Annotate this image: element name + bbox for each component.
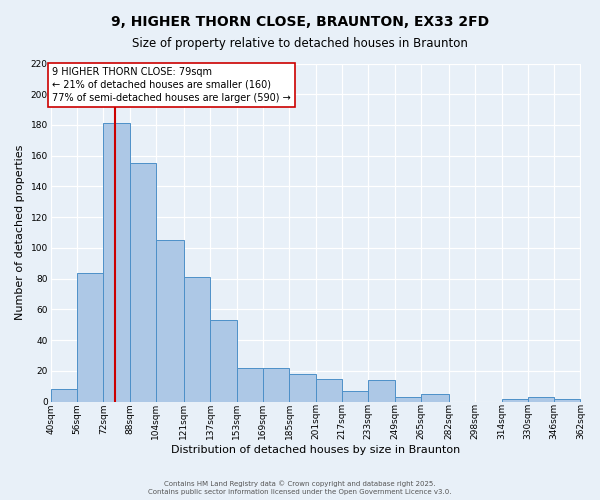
Bar	[342, 391, 368, 402]
Bar	[50, 390, 77, 402]
Bar	[130, 164, 156, 402]
Bar	[554, 398, 580, 402]
Bar	[395, 397, 421, 402]
Bar	[156, 240, 184, 402]
Bar	[77, 272, 103, 402]
Bar	[528, 397, 554, 402]
Text: Size of property relative to detached houses in Braunton: Size of property relative to detached ho…	[132, 38, 468, 51]
Bar	[210, 320, 236, 402]
Y-axis label: Number of detached properties: Number of detached properties	[15, 145, 25, 320]
Bar	[236, 368, 263, 402]
Bar	[368, 380, 395, 402]
Bar	[289, 374, 316, 402]
Text: 9, HIGHER THORN CLOSE, BRAUNTON, EX33 2FD: 9, HIGHER THORN CLOSE, BRAUNTON, EX33 2F…	[111, 15, 489, 29]
X-axis label: Distribution of detached houses by size in Braunton: Distribution of detached houses by size …	[171, 445, 460, 455]
Bar	[316, 378, 342, 402]
Text: 9 HIGHER THORN CLOSE: 79sqm
← 21% of detached houses are smaller (160)
77% of se: 9 HIGHER THORN CLOSE: 79sqm ← 21% of det…	[52, 66, 291, 103]
Bar	[421, 394, 449, 402]
Bar	[263, 368, 289, 402]
Bar	[502, 398, 528, 402]
Bar	[103, 124, 130, 402]
Text: Contains HM Land Registry data © Crown copyright and database right 2025.
Contai: Contains HM Land Registry data © Crown c…	[148, 480, 452, 495]
Bar	[184, 277, 210, 402]
